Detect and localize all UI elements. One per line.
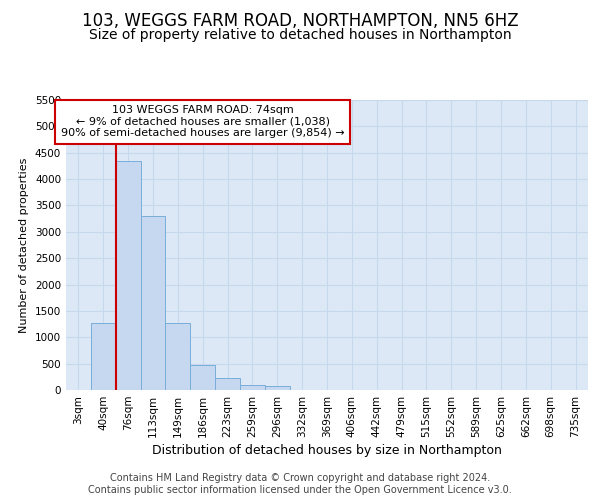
X-axis label: Distribution of detached houses by size in Northampton: Distribution of detached houses by size … — [152, 444, 502, 457]
Bar — [166, 322, 190, 390]
Text: 103, WEGGS FARM ROAD, NORTHAMPTON, NN5 6HZ: 103, WEGGS FARM ROAD, NORTHAMPTON, NN5 6… — [82, 12, 518, 30]
Y-axis label: Number of detached properties: Number of detached properties — [19, 158, 29, 332]
Bar — [140, 216, 166, 390]
Text: Size of property relative to detached houses in Northampton: Size of property relative to detached ho… — [89, 28, 511, 42]
Bar — [240, 384, 265, 390]
Bar — [190, 365, 215, 390]
Bar — [91, 322, 116, 390]
Bar — [116, 160, 140, 390]
Bar — [265, 386, 290, 390]
Text: 103 WEGGS FARM ROAD: 74sqm
← 9% of detached houses are smaller (1,038)
90% of se: 103 WEGGS FARM ROAD: 74sqm ← 9% of detac… — [61, 106, 344, 138]
Text: Contains HM Land Registry data © Crown copyright and database right 2024.
Contai: Contains HM Land Registry data © Crown c… — [88, 474, 512, 495]
Bar — [215, 378, 240, 390]
